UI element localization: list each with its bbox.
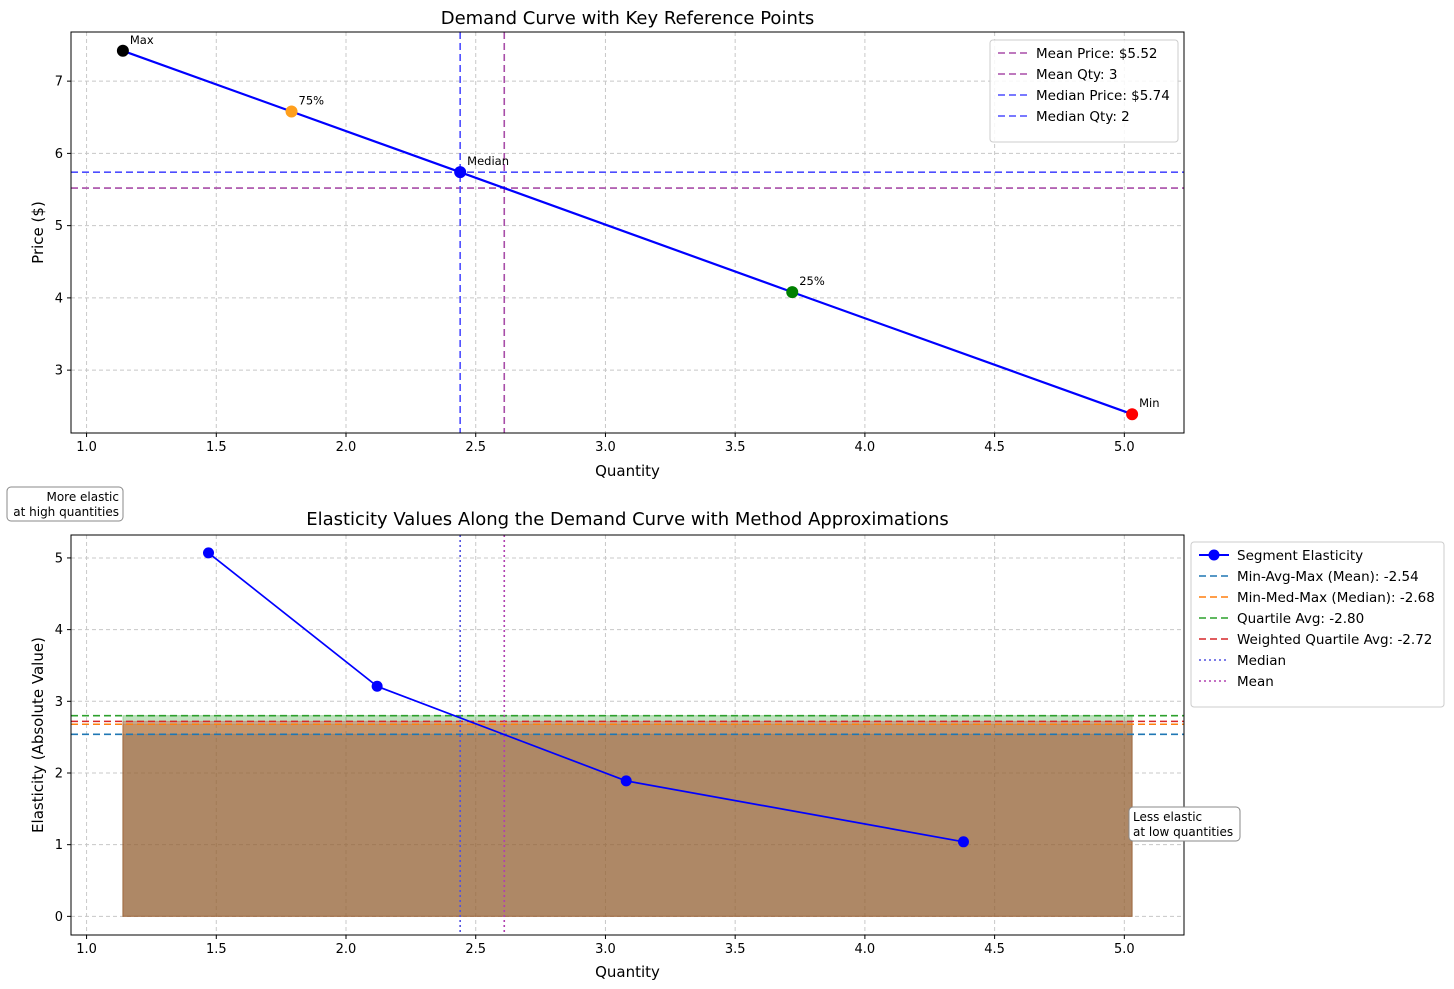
legend: Segment Elasticity Min-Avg-Max (Mean): -2… (1190, 541, 1445, 708)
axes-frame (70, 534, 1185, 936)
annotation-box (1128, 806, 1241, 842)
x-tick-label: 1.0 (76, 440, 97, 455)
y-tick-label: 4 (55, 291, 63, 306)
series-line (207, 552, 964, 843)
data-point (957, 836, 969, 848)
legend: Mean Price: $5.52 Mean Qty: 3 Median Price… (989, 39, 1179, 143)
x-tick-label: 5.0 (1114, 440, 1135, 455)
tick-labels: 1.0 1.5 2.0 2.5 3.0 3.5 4.0 4.5 5.0 3 4 5 6 7 (55, 75, 1135, 455)
elasticity-chart: 1.0 1.5 2.0 2.5 3.0 3.5 4.0 4.5 5.0 0 1 2 3 4 5 Elasti… (6, 486, 1445, 981)
key-points: Max 75% Median 25% Min (116, 33, 1160, 421)
key-point (1126, 408, 1139, 421)
key-point (786, 286, 799, 299)
shaded-region (122, 720, 1133, 917)
plot-frame (70, 534, 1185, 936)
x-tick-label: 3.0 (595, 942, 616, 957)
annotation-text: at low quantities (1133, 825, 1233, 839)
key-point-label: Min (1139, 396, 1159, 410)
legend-label: Min-Avg-Max (Mean): -2.54 (1237, 569, 1419, 585)
x-tick-label: 4.0 (855, 942, 876, 957)
y-axis-label: Price ($) (29, 201, 47, 264)
legend-box (1190, 541, 1445, 708)
legend-label: Weighted Quartile Avg: -2.72 (1237, 632, 1432, 648)
y-tick-label: 4 (55, 623, 63, 638)
annotation-text: Less elastic (1133, 810, 1202, 824)
x-tick-label: 1.0 (76, 942, 97, 957)
legend-label: Mean Price: $5.52 (1036, 46, 1158, 62)
chart-title: Demand Curve with Key Reference Points (441, 8, 815, 29)
legend-box (989, 39, 1179, 143)
shaded-region (122, 715, 1133, 917)
legend-marker (1208, 549, 1220, 561)
reference-lines (71, 32, 1184, 433)
x-tick-label: 4.5 (984, 942, 1005, 957)
y-tick-label: 0 (55, 910, 63, 925)
x-tick-label: 3.0 (595, 440, 616, 455)
key-point-label: 75% (299, 93, 325, 107)
legend-label: Min-Med-Max (Median): -2.68 (1237, 590, 1435, 606)
chart-title: Elasticity Values Along the Demand Curve… (306, 509, 949, 530)
legend-label: Mean Qty: 3 (1036, 67, 1117, 83)
x-tick-label: 4.0 (855, 440, 876, 455)
data-point (203, 547, 215, 559)
y-axis-label: Elasticity (Absolute Value) (29, 637, 47, 833)
data-point (620, 775, 632, 787)
x-tick-label: 5.0 (1114, 942, 1135, 957)
key-point-label: 25% (799, 274, 825, 288)
axes-frame (70, 31, 1185, 434)
key-point (116, 44, 129, 57)
x-tick-label: 2.0 (336, 942, 357, 957)
x-tick-label: 2.5 (465, 440, 486, 455)
legend-label: Quartile Avg: -2.80 (1237, 611, 1364, 627)
data-point (371, 680, 383, 692)
key-point-label: Max (130, 33, 154, 47)
y-tick-label: 5 (55, 551, 63, 566)
legend-label: Median (1237, 653, 1286, 669)
annotation-box (6, 486, 124, 522)
shaded-region (122, 733, 1133, 917)
tick-labels: 1.0 1.5 2.0 2.5 3.0 3.5 4.0 4.5 5.0 0 1 2 3 4 5 (55, 551, 1135, 957)
plot-frame (70, 31, 1185, 434)
x-tick-label: 1.5 (206, 942, 227, 957)
y-tick-label: 3 (55, 695, 63, 710)
legend-label: Median Price: $5.74 (1036, 88, 1170, 104)
elasticity-series (203, 547, 969, 848)
key-point (454, 166, 467, 179)
annotation-text: at high quantities (13, 505, 119, 519)
y-tick-label: 2 (55, 766, 63, 781)
x-tick-label: 2.5 (465, 942, 486, 957)
x-tick-label: 3.5 (725, 942, 746, 957)
y-tick-label: 3 (55, 364, 63, 379)
x-tick-label: 2.0 (336, 440, 357, 455)
x-tick-label: 1.5 (206, 440, 227, 455)
x-tick-label: 3.5 (725, 440, 746, 455)
y-tick-label: 1 (55, 838, 63, 853)
shaded-region (122, 723, 1133, 917)
demand-curve-chart: Max 75% Median 25% Min 1.0 1.5 2.0 2.5 3.0 3.5 4.0… (29, 8, 1185, 480)
legend-label: Median Qty: 2 (1036, 109, 1130, 125)
shaded-regions (122, 715, 1133, 917)
y-tick-label: 5 (55, 219, 63, 234)
x-tick-label: 4.5 (984, 440, 1005, 455)
y-tick-label: 7 (55, 75, 63, 90)
x-axis-label: Quantity (595, 963, 660, 981)
annotation-text: More elastic (46, 490, 119, 504)
key-point-label: Median (467, 154, 509, 168)
legend-label: Mean (1237, 674, 1274, 690)
key-point (285, 105, 298, 118)
x-axis-label: Quantity (595, 462, 660, 480)
y-tick-label: 6 (55, 147, 63, 162)
legend-label: Segment Elasticity (1237, 548, 1363, 564)
